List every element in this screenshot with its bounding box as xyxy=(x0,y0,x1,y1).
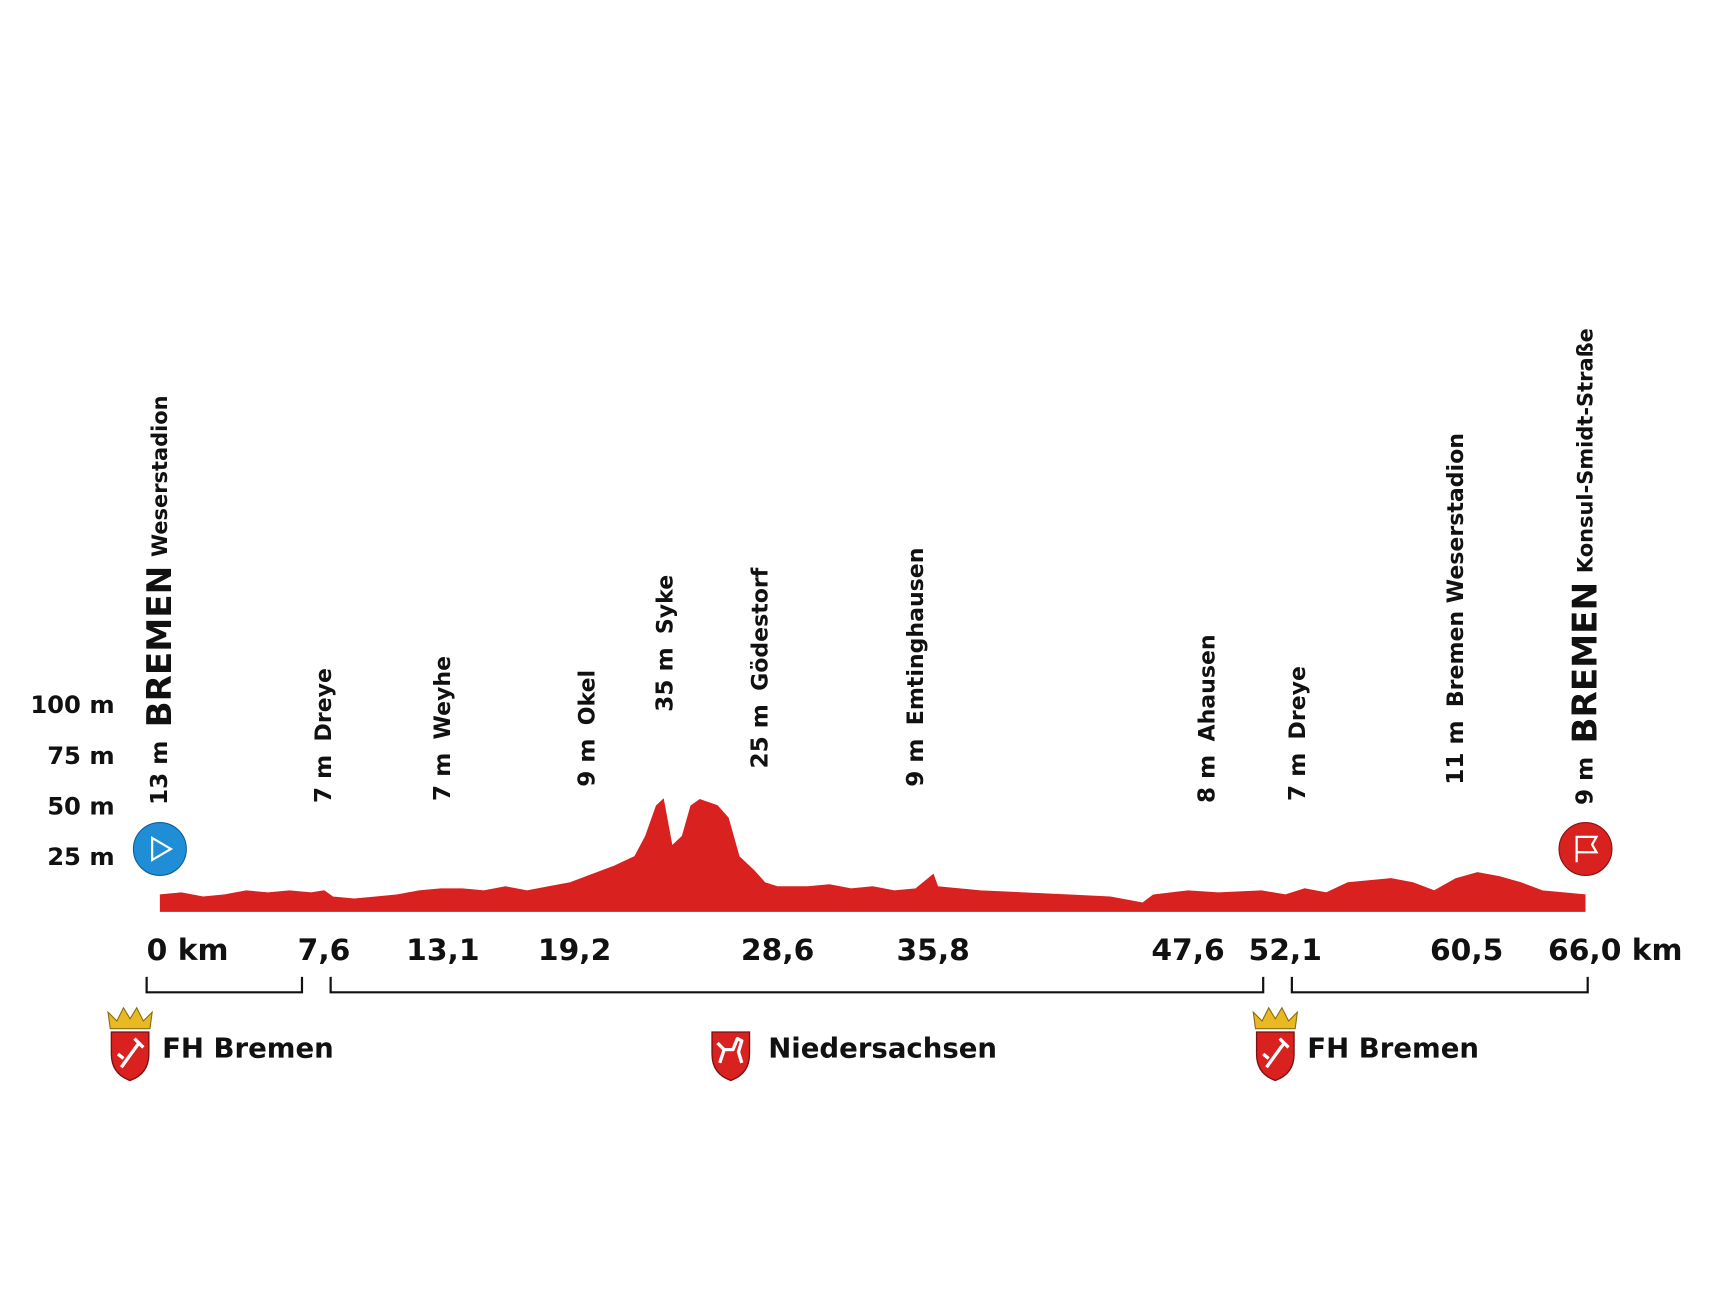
finish-flag xyxy=(1575,835,1599,863)
waypoint: 9 m Emtinghausen xyxy=(903,548,929,787)
waypoint: 35 m Syke xyxy=(652,575,678,712)
crown xyxy=(107,1006,153,1030)
start-icon xyxy=(132,821,187,876)
finish-icon xyxy=(1558,821,1613,876)
x-tick-label: 28,6 xyxy=(741,933,814,968)
waypoint-name: Emtinghausen xyxy=(903,548,928,726)
x-tick-label: 7,6 xyxy=(298,933,351,968)
profile-line xyxy=(159,798,1586,905)
region-label: Niedersachsen xyxy=(768,1033,997,1065)
waypoint-label: 8 m Ahausen xyxy=(1194,634,1220,803)
waypoint-name: Bremen Weserstadion xyxy=(1443,433,1468,707)
waypoint-elevation: 35 m xyxy=(652,647,678,711)
x-tick-label: 66,0 km xyxy=(1548,933,1683,968)
coat-of-arms xyxy=(1252,1006,1299,1082)
y-tick-label: 25 m xyxy=(47,842,114,871)
region-bracket xyxy=(145,976,304,994)
waypoint: 13 m BREMEN Weserstadion xyxy=(140,395,180,805)
waypoint: 11 m Bremen Weserstadion xyxy=(1443,433,1469,785)
region-bracket xyxy=(329,976,1265,994)
waypoint-label: 7 m Dreye xyxy=(311,668,337,803)
waypoint-label: 7 m Dreye xyxy=(1285,666,1311,801)
waypoint: 25 m Gödestorf xyxy=(747,567,773,768)
waypoint-name: Ahausen xyxy=(1195,634,1220,741)
coat-of-arms xyxy=(711,1031,751,1082)
waypoint-name: BREMEN xyxy=(140,566,180,728)
profile-fill xyxy=(159,799,1586,912)
shield xyxy=(711,1031,751,1082)
region-bracket xyxy=(1290,976,1589,994)
y-tick-label: 75 m xyxy=(47,741,114,770)
waypoint-label: 13 m BREMEN Weserstadion xyxy=(140,395,180,805)
waypoint-label: 35 m Syke xyxy=(652,575,678,712)
region-label: FH Bremen xyxy=(162,1033,334,1065)
waypoint: 9 m BREMEN Konsul-Smidt-Straße xyxy=(1565,328,1605,805)
x-tick-label: 0 km xyxy=(147,933,229,968)
coat-of-arms xyxy=(107,1006,153,1082)
waypoint-label: 7 m Weyhe xyxy=(430,656,456,801)
waypoint-name: Okel xyxy=(575,670,600,725)
waypoint-elevation: 7 m xyxy=(311,755,337,803)
x-tick-label: 60,5 xyxy=(1430,933,1503,968)
waypoint: 7 m Dreye xyxy=(311,668,337,803)
waypoint-elevation: 9 m xyxy=(903,738,929,786)
waypoint-label: 9 m Okel xyxy=(575,670,601,787)
waypoint-name: Dreye xyxy=(312,668,337,741)
waypoint-label: 9 m Emtinghausen xyxy=(903,548,929,787)
key xyxy=(116,1037,145,1069)
x-tick-label: 52,1 xyxy=(1249,933,1322,968)
waypoint-name: Weyhe xyxy=(430,656,455,740)
waypoint-label: 9 m BREMEN Konsul-Smidt-Straße xyxy=(1565,328,1605,805)
waypoint-elevation: 9 m xyxy=(1572,757,1598,805)
waypoint-elevation: 7 m xyxy=(1285,753,1311,801)
waypoint: 8 m Ahausen xyxy=(1194,634,1220,803)
waypoint-elevation: 8 m xyxy=(1194,755,1220,803)
waypoint-detail: Weserstadion xyxy=(148,395,172,557)
waypoint-name: Syke xyxy=(653,575,678,634)
waypoint-label: 11 m Bremen Weserstadion xyxy=(1443,433,1469,785)
waypoint-elevation: 11 m xyxy=(1443,720,1469,784)
waypoint-elevation: 9 m xyxy=(575,738,601,786)
start-arrow xyxy=(151,836,174,862)
x-tick-label: 47,6 xyxy=(1151,933,1224,968)
x-tick-label: 35,8 xyxy=(896,933,969,968)
key xyxy=(1262,1037,1290,1069)
waypoint-name: Gödestorf xyxy=(748,567,773,691)
waypoint: 7 m Weyhe xyxy=(430,656,456,801)
waypoint-name: BREMEN xyxy=(1565,582,1605,744)
waypoint-elevation: 25 m xyxy=(747,704,773,768)
y-tick-label: 50 m xyxy=(47,791,114,820)
waypoint-elevation: 7 m xyxy=(430,753,456,801)
x-tick-label: 19,2 xyxy=(538,933,611,968)
waypoint-name: Dreye xyxy=(1286,666,1311,739)
waypoint-elevation: 13 m xyxy=(147,741,173,805)
region-label: FH Bremen xyxy=(1307,1033,1479,1065)
y-tick-label: 100 m xyxy=(30,690,114,719)
waypoint: 9 m Okel xyxy=(575,670,601,787)
horse xyxy=(716,1036,744,1064)
waypoint-label: 25 m Gödestorf xyxy=(747,567,773,768)
waypoint: 7 m Dreye xyxy=(1285,666,1311,801)
waypoint-detail: Konsul-Smidt-Straße xyxy=(1573,328,1597,573)
crown xyxy=(1252,1006,1299,1030)
x-tick-label: 13,1 xyxy=(406,933,479,968)
